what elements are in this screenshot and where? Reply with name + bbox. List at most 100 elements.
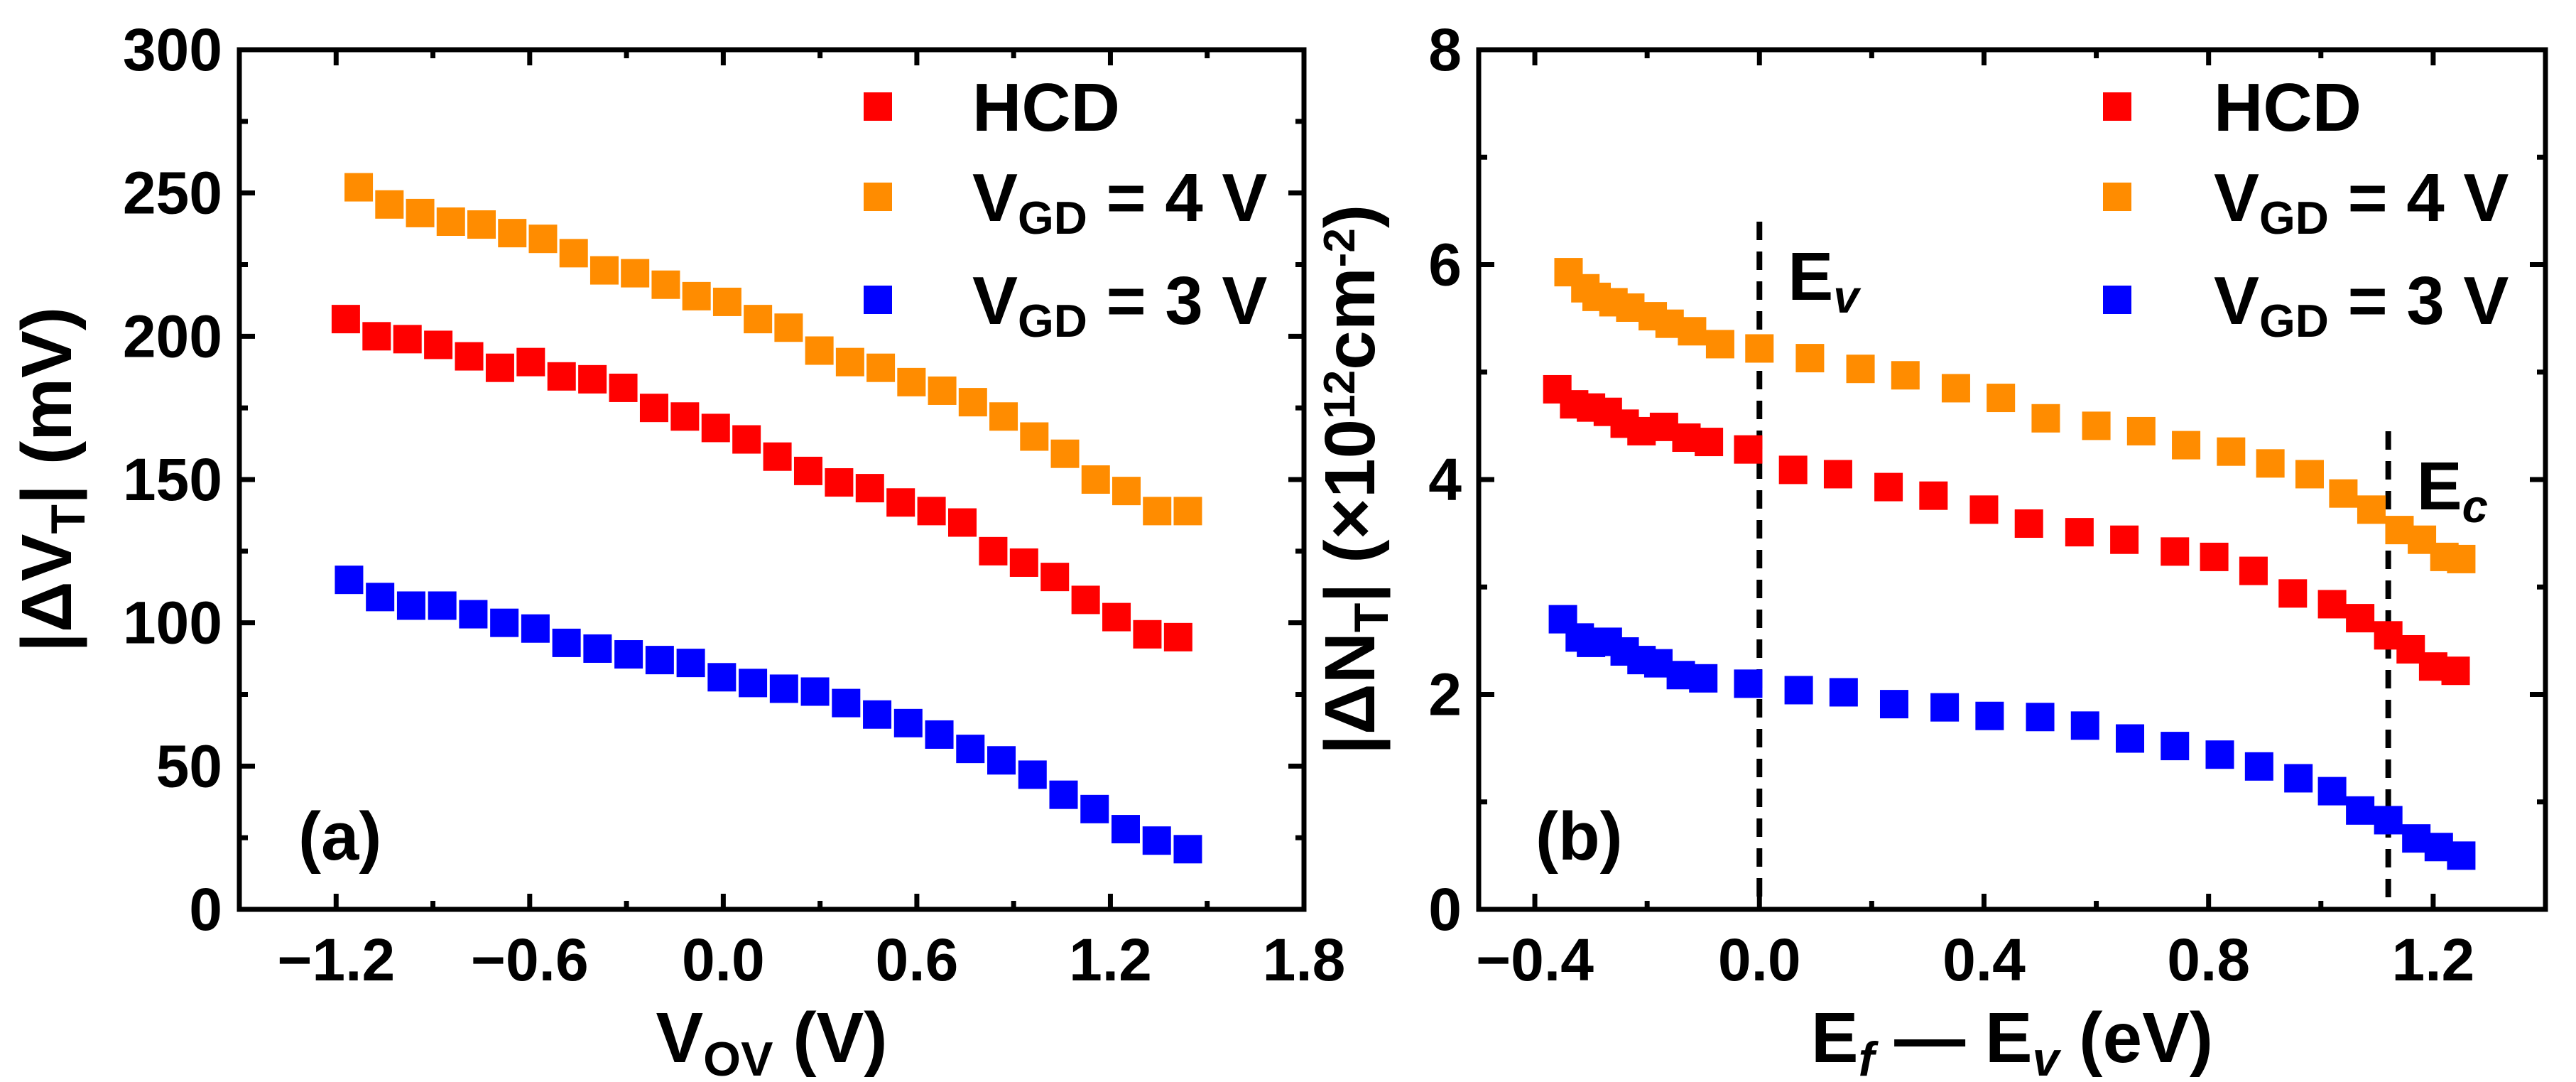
data-point-series-0 xyxy=(1163,622,1192,651)
legend-marker xyxy=(2103,92,2131,121)
y-tick-label: 300 xyxy=(123,16,222,83)
annotation-label-part: c xyxy=(2462,480,2488,532)
data-point-series-1 xyxy=(2447,544,2476,573)
legend-label-part: = 4 V xyxy=(2329,160,2509,236)
y-axis-label-part: T xyxy=(1344,603,1398,633)
data-point-series-1 xyxy=(1143,497,1172,526)
data-point-series-2 xyxy=(925,720,954,749)
data-point-series-2 xyxy=(800,677,830,706)
data-point-series-1 xyxy=(1678,317,1707,346)
data-point-series-0 xyxy=(1695,428,1724,457)
data-point-series-1 xyxy=(1050,439,1080,468)
data-point-series-0 xyxy=(609,373,638,402)
x-tick-label: 0.0 xyxy=(682,926,765,993)
data-point-series-1 xyxy=(1173,497,1202,526)
data-point-series-1 xyxy=(621,259,650,288)
data-point-series-0 xyxy=(2065,518,2094,547)
data-point-series-1 xyxy=(989,402,1018,431)
y-tick-label: 2 xyxy=(1428,661,1462,728)
x-tick-label: 0.4 xyxy=(1942,926,2026,993)
data-point-series-0 xyxy=(2317,590,2347,619)
y-axis-label-part: | (mV) xyxy=(7,307,87,504)
annotation-label-part: E xyxy=(1788,239,1833,315)
legend-item: VGD = 4 V xyxy=(2103,160,2509,244)
legend-label-part: V xyxy=(972,263,1018,339)
data-point-series-1 xyxy=(2031,404,2060,433)
data-point-series-2 xyxy=(366,583,395,612)
data-point-series-0 xyxy=(886,488,915,517)
data-point-series-1 xyxy=(805,336,834,365)
data-point-series-1 xyxy=(2172,431,2201,460)
y-tick-label: 0 xyxy=(1428,876,1462,943)
x-tick-label: 1.2 xyxy=(2392,926,2475,993)
legend-item: VGD = 3 V xyxy=(864,263,1267,347)
y-axis-label-part: T xyxy=(41,504,95,534)
data-point-series-1 xyxy=(835,347,864,377)
data-point-series-1 xyxy=(2256,449,2285,478)
legend-label: HCD xyxy=(2214,70,2362,146)
data-point-series-0 xyxy=(2110,525,2139,554)
data-point-series-1 xyxy=(375,190,404,219)
y-axis-label: |ΔNT| (×1012cm-2) xyxy=(1310,205,1398,754)
data-point-series-0 xyxy=(547,362,576,391)
x-axis-label: Ef — Ev (eV) xyxy=(1811,998,2213,1082)
panel-label: (b) xyxy=(1536,799,1623,875)
annotation-label: Ec xyxy=(2417,448,2488,532)
data-point-series-1 xyxy=(1081,465,1110,494)
x-tick-label: 0.8 xyxy=(2167,926,2250,993)
y-axis-label: |ΔVT| (mV) xyxy=(7,307,95,652)
data-point-series-0 xyxy=(1919,481,1948,510)
legend-marker xyxy=(2103,183,2131,211)
legend-label: HCD xyxy=(972,70,1120,146)
data-point-series-0 xyxy=(948,508,977,537)
data-point-series-2 xyxy=(2070,711,2099,740)
data-point-series-1 xyxy=(528,224,558,254)
legend-item: HCD xyxy=(864,70,1120,146)
data-point-series-0 xyxy=(1874,472,1903,502)
data-point-series-2 xyxy=(335,566,364,595)
data-point-series-1 xyxy=(406,198,435,227)
y-tick-label: 150 xyxy=(123,446,222,513)
data-point-series-2 xyxy=(396,591,425,620)
x-axis-label-part: (V) xyxy=(773,998,887,1078)
data-point-series-0 xyxy=(2441,656,2470,686)
y-tick-label: 50 xyxy=(156,732,222,799)
data-point-series-0 xyxy=(393,325,422,354)
data-point-series-0 xyxy=(670,402,700,431)
data-point-series-0 xyxy=(701,413,730,443)
data-point-series-0 xyxy=(825,468,854,497)
data-point-series-0 xyxy=(2161,537,2190,566)
data-point-series-2 xyxy=(645,646,674,675)
data-point-series-0 xyxy=(1734,435,1763,464)
data-point-series-0 xyxy=(362,322,391,351)
data-point-series-0 xyxy=(1102,602,1131,632)
data-point-series-0 xyxy=(331,305,360,334)
data-point-series-2 xyxy=(863,700,892,729)
x-tick-label: −0.4 xyxy=(1476,926,1594,993)
data-point-series-2 xyxy=(893,708,923,737)
data-point-series-1 xyxy=(1846,355,1875,384)
data-point-series-1 xyxy=(344,173,374,202)
data-point-series-2 xyxy=(1829,678,1858,707)
legend-item: HCD xyxy=(2103,70,2362,146)
data-point-series-1 xyxy=(2329,479,2358,508)
data-point-series-2 xyxy=(2026,703,2055,732)
data-point-series-0 xyxy=(639,394,668,423)
y-axis-label-part: 12 xyxy=(1315,370,1364,419)
legend-label-part: V xyxy=(972,160,1018,236)
data-point-series-1 xyxy=(928,376,957,405)
legend-label-part: HCD xyxy=(972,70,1120,146)
y-axis-label-part: |ΔV xyxy=(7,534,87,652)
x-tick-label: 1.8 xyxy=(1263,926,1346,993)
y-tick-label: 6 xyxy=(1428,232,1462,298)
legend-label: VGD = 4 V xyxy=(2214,160,2509,244)
data-point-series-0 xyxy=(516,347,545,377)
legend-label-part: GD xyxy=(2259,192,2329,244)
legend-marker xyxy=(2103,286,2131,314)
data-point-series-2 xyxy=(832,688,861,718)
data-point-series-1 xyxy=(682,281,711,310)
data-point-series-2 xyxy=(2447,841,2476,870)
data-point-series-0 xyxy=(2014,509,2043,539)
